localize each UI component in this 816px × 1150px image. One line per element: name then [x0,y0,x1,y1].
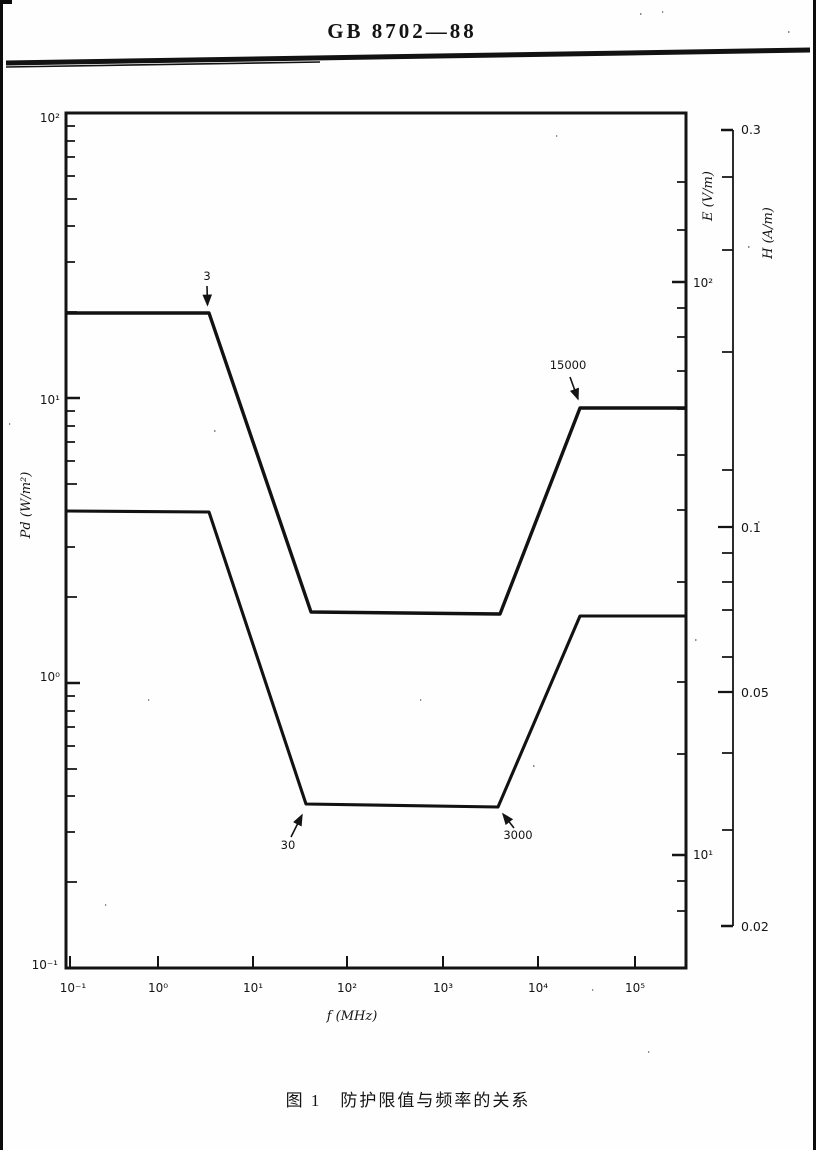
lower-limit-curve [65,509,686,809]
pd-tick-1e1: 10¹ [40,393,60,407]
x-tick-1e0: 10⁰ [148,981,168,995]
annotation-label-3: 3 [203,269,210,283]
h-tick-0p1: 0.1 [741,520,761,535]
scan-noise-speckles [9,11,790,1053]
annotation-label-15000: 15000 [550,358,587,372]
e-tick-1e1: 10¹ [693,848,713,862]
x-tick-1e3: 10³ [433,981,453,995]
h-axis-minor-ticks [722,176,733,831]
annotation-label-3000: 3000 [503,828,532,842]
h-tick-0p02: 0.02 [741,919,769,934]
figure-caption: 图 1 防护限值与频率的关系 [286,1091,531,1110]
x-axis-title: f (MHz) [326,1009,378,1024]
x-tick-1e5: 10⁵ [625,981,645,995]
x-tick-1e4: 10⁴ [528,981,548,995]
x-tick-1e2: 10² [337,981,357,995]
pd-tick-1e0: 10⁰ [40,670,60,684]
h-axis-end-brackets [721,128,733,928]
pd-tick-1e-1: 10⁻¹ [32,958,59,972]
pd-axis-major-ticks [66,396,80,685]
e-axis-title: E (V/m) [701,171,716,222]
e-axis-major-ticks [672,280,686,857]
annotation-arrow-3000 [502,812,515,829]
upper-limit-curve [66,311,686,616]
pd-axis-title: Pd (W/m²) [19,472,34,540]
e-tick-1e2: 10² [693,276,713,290]
annotation-label-30: 30 [281,838,296,852]
annotation-arrow-30 [290,813,303,838]
x-tick-1e-1: 10⁻¹ [60,981,87,995]
annotation-arrow-3 [202,285,213,307]
x-axis-ticks [69,956,636,968]
header-rule-shadow [5,61,321,68]
plot-border [64,111,688,970]
pd-tick-1e2: 10² [40,111,60,125]
h-axis-major-ticks [718,525,733,694]
h-axis-title: H (A/m) [761,207,776,260]
x-tick-1e1: 10¹ [243,981,263,995]
h-tick-0p3: 0.3 [741,122,761,137]
pd-axis-minor-ticks [66,125,77,883]
standard-code-heading: GB 8702—88 [327,19,477,43]
h-tick-0p05: 0.05 [741,685,769,700]
header-rule [5,47,811,66]
annotation-arrow-15000 [569,376,579,401]
